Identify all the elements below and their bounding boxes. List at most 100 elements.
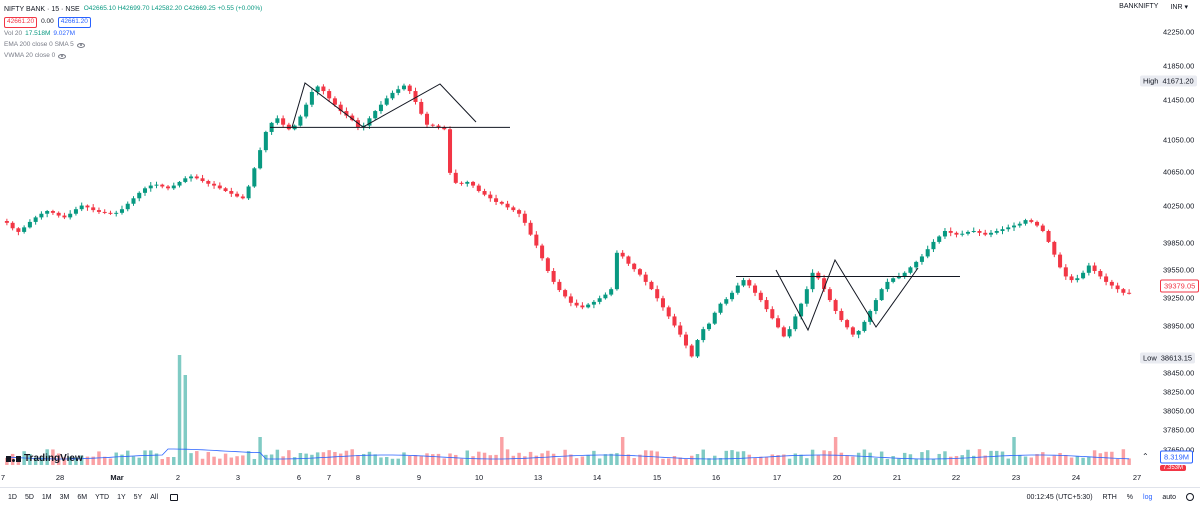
indicator-vwma[interactable]: VWMA 20 close 0	[4, 51, 262, 62]
date-range-icon[interactable]	[170, 493, 179, 501]
timeframe-ytd[interactable]: YTD	[95, 493, 110, 501]
percent-toggle[interactable]: %	[1126, 493, 1134, 501]
timeframe-1y[interactable]: 1Y	[117, 493, 126, 501]
candle-body	[79, 205, 84, 210]
low-price-tag: Low 38613.15	[1140, 352, 1196, 364]
candle-body	[770, 309, 775, 319]
gear-icon[interactable]	[1186, 493, 1194, 501]
candle-body	[137, 192, 142, 199]
volume-bar	[1092, 450, 1097, 465]
volume-bar	[983, 455, 987, 465]
candle-body	[373, 111, 378, 119]
candle-body	[781, 327, 786, 337]
chart-patterns	[270, 82, 960, 332]
volume-bar	[241, 455, 245, 465]
currency-select[interactable]: INR ▾	[1170, 3, 1188, 11]
clock[interactable]: 00:12:45 (UTC+5:30)	[1026, 493, 1093, 501]
volume-bar	[390, 458, 395, 465]
candle-body	[304, 104, 309, 117]
candle-body	[1081, 272, 1086, 279]
eye-icon[interactable]	[76, 43, 85, 48]
candle-body	[574, 302, 579, 306]
volume-bar	[695, 454, 700, 465]
volume-bar	[563, 449, 567, 465]
indicator-volume-label: Vol 20	[4, 30, 23, 38]
indicator-ema[interactable]: EMA 200 close 0 SMA 5	[4, 40, 262, 51]
candle-body	[937, 236, 942, 242]
candle-body	[91, 207, 96, 211]
volume-bar	[948, 456, 953, 465]
volume-bar	[914, 458, 918, 465]
symbol-title[interactable]: NIFTY BANK · 15 · NSE	[4, 5, 80, 13]
price-tick-label: 40250.00	[1163, 201, 1195, 211]
candle-body	[735, 285, 740, 293]
candle-body	[689, 345, 694, 357]
candle-body	[1006, 227, 1011, 230]
volume-bar	[787, 458, 792, 465]
candle-body	[119, 209, 124, 213]
indicator-volume[interactable]: Vol 20 17.518M 9.027M	[4, 29, 262, 40]
volume-bar	[666, 458, 671, 465]
candle-body	[517, 210, 522, 214]
volume-bar	[1023, 456, 1028, 465]
volume-bar	[764, 456, 769, 465]
price-tick-label: 39850.00	[1163, 238, 1195, 248]
volume-bar	[436, 453, 441, 465]
volume-bar	[160, 459, 164, 465]
volume-bar	[1115, 458, 1120, 465]
candle-body	[212, 183, 217, 186]
timeframe-5y[interactable]: 5Y	[133, 493, 143, 501]
volume-bar	[258, 437, 262, 465]
sell-price-badge[interactable]: 42661.20	[4, 17, 38, 28]
candle-body	[804, 289, 809, 304]
buy-price-badge[interactable]: 42661.20	[57, 17, 91, 28]
volume-bar	[1064, 454, 1068, 465]
candle-body	[839, 310, 844, 321]
candle-body	[413, 91, 418, 102]
price-tick-label: 38950.00	[1163, 321, 1195, 331]
candle-body	[988, 232, 994, 235]
volume-bar	[730, 450, 734, 465]
candle-body	[683, 334, 688, 346]
eye-icon[interactable]	[58, 54, 67, 59]
timeframe-5d[interactable]: 5D	[24, 493, 34, 501]
candle-body	[827, 289, 832, 301]
timeframe-6m[interactable]: 6M	[77, 493, 88, 501]
candle-body	[1121, 289, 1126, 293]
candles	[4, 83, 1132, 359]
scroll-up-arrow-icon[interactable]: ⌃	[1142, 452, 1149, 461]
session-toggle[interactable]: RTH	[1102, 493, 1117, 501]
volume-bar	[402, 452, 406, 465]
volume-bar	[454, 454, 458, 465]
candle-body	[891, 278, 896, 282]
candle-body	[965, 231, 970, 234]
candle-body	[994, 231, 999, 233]
candle-body	[845, 320, 850, 328]
candle-body	[166, 186, 171, 189]
volume-bar	[1052, 455, 1057, 465]
timeframe-all[interactable]: All	[150, 493, 159, 501]
tradingview-logo[interactable]: TradingView	[6, 453, 83, 464]
time-tick-label: 2	[175, 473, 181, 482]
auto-toggle[interactable]: auto	[1162, 493, 1176, 501]
candle-body	[102, 211, 107, 213]
volume-bar	[523, 456, 527, 465]
candle-body	[73, 209, 78, 214]
candle-body	[148, 185, 153, 189]
time-tick-label: 23	[1011, 473, 1021, 482]
volume-bar	[252, 458, 257, 465]
candle-body	[1069, 276, 1074, 281]
price-tick-label: 39250.00	[1163, 293, 1195, 303]
volume-bar	[586, 455, 590, 465]
volume-bar	[218, 458, 222, 465]
timeframe-1d[interactable]: 1D	[8, 493, 17, 501]
volume-bar	[856, 452, 861, 465]
ticker-label[interactable]: BANKNIFTY	[1119, 3, 1159, 10]
volume-bar	[972, 455, 976, 465]
candle-body	[1075, 278, 1080, 281]
log-toggle[interactable]: log	[1143, 493, 1153, 501]
candle-body	[816, 272, 821, 279]
timeframe-1m[interactable]: 1M	[41, 493, 52, 501]
timeframe-3m[interactable]: 3M	[59, 493, 70, 501]
